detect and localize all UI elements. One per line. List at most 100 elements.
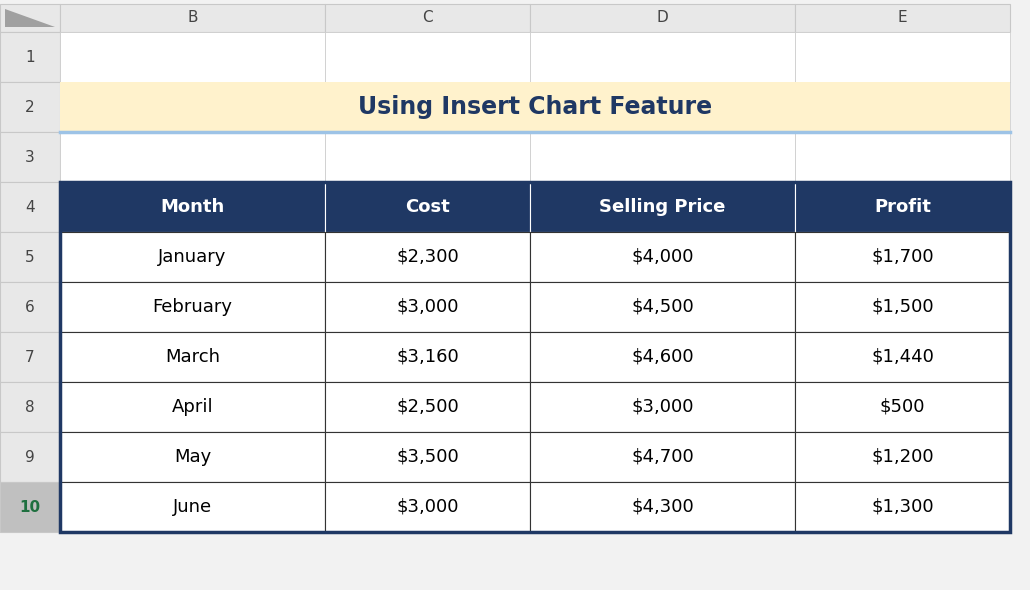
Text: 6: 6 xyxy=(25,300,35,314)
Text: $4,000: $4,000 xyxy=(631,248,694,266)
Bar xyxy=(795,382,1010,432)
Bar xyxy=(325,32,530,82)
Bar xyxy=(795,132,1010,182)
Bar xyxy=(60,182,1010,532)
Bar xyxy=(530,432,795,482)
Text: B: B xyxy=(187,11,198,25)
Bar xyxy=(795,332,1010,382)
Bar xyxy=(60,82,325,132)
Bar xyxy=(795,282,1010,332)
Bar xyxy=(795,332,1010,382)
Bar xyxy=(325,432,530,482)
Bar xyxy=(530,232,795,282)
Text: $3,000: $3,000 xyxy=(397,498,458,516)
Text: Cost: Cost xyxy=(405,198,450,216)
Bar xyxy=(530,232,795,282)
Bar xyxy=(60,382,325,432)
Text: $4,700: $4,700 xyxy=(631,448,694,466)
Bar xyxy=(60,82,1010,132)
Bar xyxy=(530,182,795,232)
Bar xyxy=(530,282,795,332)
Polygon shape xyxy=(5,9,55,27)
Text: E: E xyxy=(898,11,907,25)
Bar xyxy=(530,482,795,532)
Text: $1,500: $1,500 xyxy=(871,298,934,316)
Bar xyxy=(325,182,530,232)
Bar xyxy=(60,482,325,532)
Text: $1,200: $1,200 xyxy=(871,448,934,466)
Bar xyxy=(0,82,60,132)
Bar xyxy=(60,182,325,232)
Bar xyxy=(325,332,530,382)
Text: 5: 5 xyxy=(25,250,35,264)
Bar xyxy=(325,82,530,132)
Bar xyxy=(530,4,795,32)
Bar xyxy=(795,432,1010,482)
Text: 10: 10 xyxy=(20,500,40,514)
Text: June: June xyxy=(173,498,212,516)
Text: April: April xyxy=(172,398,213,416)
Text: $3,000: $3,000 xyxy=(631,398,694,416)
Bar xyxy=(795,282,1010,332)
Bar xyxy=(0,182,60,232)
Text: D: D xyxy=(657,11,668,25)
Bar xyxy=(795,232,1010,282)
Bar xyxy=(325,432,530,482)
Bar xyxy=(60,282,325,332)
Bar xyxy=(60,432,325,482)
Bar xyxy=(0,132,60,182)
Text: $4,500: $4,500 xyxy=(631,298,694,316)
Text: 2: 2 xyxy=(25,100,35,114)
Text: 1: 1 xyxy=(25,50,35,64)
Bar xyxy=(325,4,530,32)
Text: C: C xyxy=(422,11,433,25)
Text: 7: 7 xyxy=(25,349,35,365)
Bar xyxy=(795,382,1010,432)
Text: $500: $500 xyxy=(880,398,925,416)
Text: Profit: Profit xyxy=(874,198,931,216)
Text: $3,160: $3,160 xyxy=(397,348,459,366)
Text: 8: 8 xyxy=(25,399,35,415)
Bar xyxy=(60,332,325,382)
Bar xyxy=(325,232,530,282)
Bar xyxy=(0,432,60,482)
Bar xyxy=(0,332,60,382)
Text: $1,440: $1,440 xyxy=(871,348,934,366)
Bar xyxy=(60,132,325,182)
Bar xyxy=(795,32,1010,82)
Bar xyxy=(530,82,795,132)
Text: February: February xyxy=(152,298,233,316)
Bar xyxy=(530,382,795,432)
Text: $1,300: $1,300 xyxy=(871,498,934,516)
Bar xyxy=(795,82,1010,132)
Bar xyxy=(60,232,325,282)
Text: 3: 3 xyxy=(25,149,35,165)
Bar xyxy=(325,382,530,432)
Bar xyxy=(0,32,60,82)
Bar xyxy=(795,482,1010,532)
Bar xyxy=(530,282,795,332)
Bar xyxy=(0,4,60,32)
Text: Selling Price: Selling Price xyxy=(599,198,726,216)
Bar xyxy=(60,32,325,82)
Text: $2,300: $2,300 xyxy=(397,248,459,266)
Text: Month: Month xyxy=(161,198,225,216)
Bar xyxy=(325,182,530,232)
Text: $3,000: $3,000 xyxy=(397,298,458,316)
Bar xyxy=(60,432,325,482)
Bar xyxy=(795,482,1010,532)
Bar xyxy=(795,182,1010,232)
Bar xyxy=(0,282,60,332)
Bar xyxy=(530,332,795,382)
Bar xyxy=(60,482,325,532)
Bar xyxy=(0,382,60,432)
Bar xyxy=(530,432,795,482)
Text: 9: 9 xyxy=(25,450,35,464)
Bar xyxy=(530,32,795,82)
Bar xyxy=(530,382,795,432)
Bar xyxy=(60,182,325,232)
Bar xyxy=(60,4,325,32)
Bar xyxy=(325,382,530,432)
Bar xyxy=(530,482,795,532)
Text: March: March xyxy=(165,348,220,366)
